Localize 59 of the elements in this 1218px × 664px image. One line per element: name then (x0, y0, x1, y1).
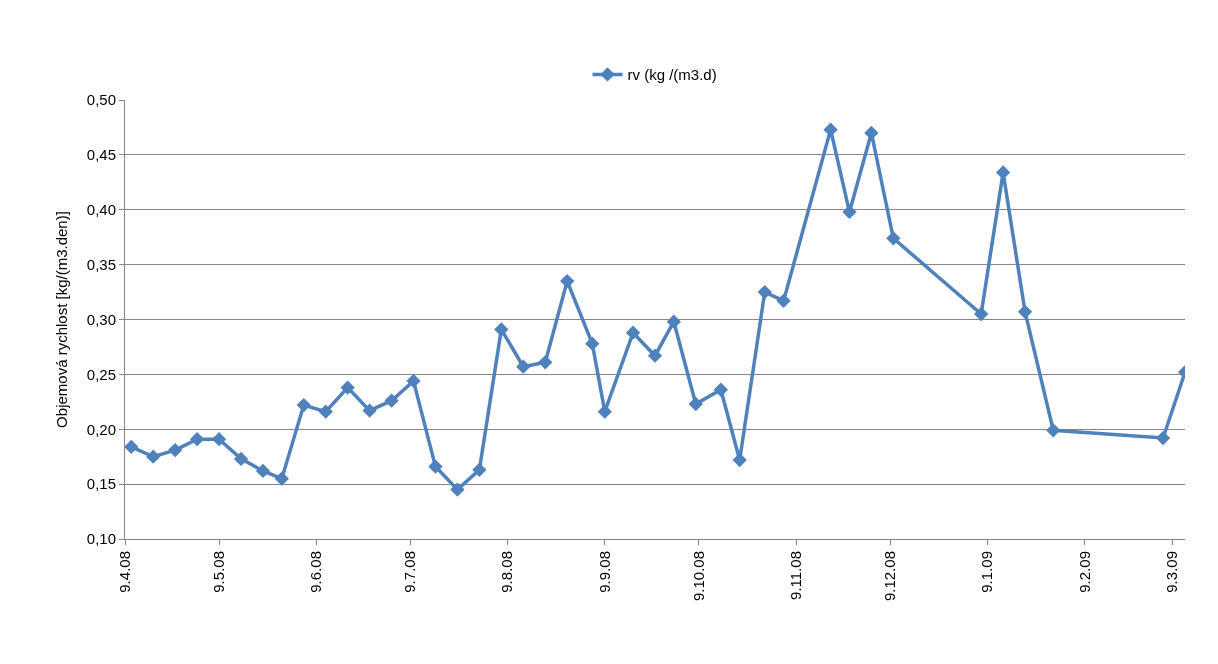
y-tick-label: 0,40 (86, 201, 116, 218)
y-tick-label: 0,10 (86, 530, 116, 548)
y-tick-label: 0,30 (86, 310, 116, 328)
x-tick-label: 9.10.08 (689, 551, 707, 602)
x-tick-label: 9.5.08 (209, 551, 227, 593)
point (406, 373, 421, 389)
x-tick-label: 9.6.08 (307, 551, 325, 593)
point (211, 431, 227, 447)
point (1155, 430, 1171, 446)
x-tick-label: 9.1.09 (978, 551, 996, 593)
y-tick-label: 0,15 (86, 475, 116, 493)
point (823, 122, 838, 137)
point (362, 403, 377, 418)
point (995, 165, 1011, 180)
point (384, 393, 399, 408)
point (1017, 304, 1033, 319)
y-axis-title: Objemová rychlost [kg/(m3.den)] (53, 211, 71, 428)
point (776, 293, 791, 308)
x-tick-label: 9.4.08 (115, 551, 133, 593)
point (168, 442, 183, 458)
y-tick-label: 0,50 (86, 91, 116, 109)
point (318, 404, 333, 419)
point (538, 355, 553, 370)
point (450, 482, 465, 497)
point (255, 463, 271, 479)
point (560, 273, 575, 289)
point (516, 359, 531, 374)
point (886, 231, 901, 246)
y-tick-label: 0,20 (86, 420, 116, 438)
x-tick-label: 9.7.08 (401, 551, 419, 593)
point (647, 348, 663, 363)
x-tick-label: 9.9.08 (595, 551, 613, 593)
point (340, 380, 355, 395)
y-tick-label: 0,35 (86, 255, 116, 273)
point (974, 306, 989, 322)
legend-label: rv (kg /(m3.d) (627, 66, 717, 84)
x-tick-label: 9.2.09 (1075, 551, 1093, 593)
point (757, 284, 772, 300)
y-tick-label: 0,25 (86, 365, 116, 383)
point (494, 322, 509, 337)
x-tick-label: 9.8.08 (498, 551, 516, 593)
x-tick-label: 9.11.08 (786, 551, 804, 600)
point (146, 449, 161, 464)
point (274, 471, 289, 486)
point (125, 439, 139, 454)
point (296, 397, 311, 413)
point (625, 325, 641, 340)
point (233, 451, 249, 467)
y-tick-label: 0,45 (86, 146, 116, 164)
point (189, 431, 205, 447)
x-tick-label: 9.3.09 (1163, 551, 1181, 593)
point (472, 462, 487, 478)
point (585, 336, 600, 351)
x-tick-label: 9.12.08 (881, 551, 899, 602)
point (428, 459, 443, 474)
point (666, 314, 681, 329)
point (1046, 423, 1061, 438)
point (688, 396, 703, 412)
point (713, 382, 729, 397)
